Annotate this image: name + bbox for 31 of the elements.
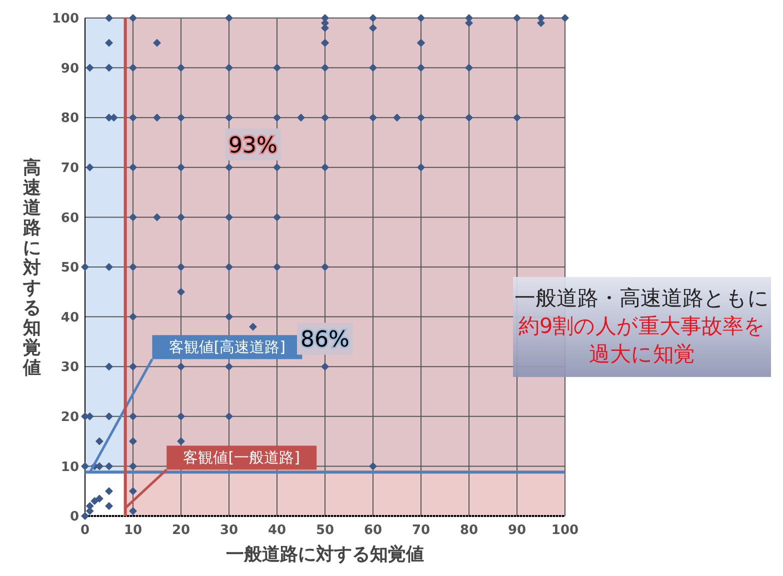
x-tick-label: 60 — [364, 523, 382, 538]
y-tick-label: 100 — [52, 12, 79, 27]
ref-line-label: 客観値[一般道路] — [183, 448, 300, 467]
x-tick-label: 20 — [172, 523, 190, 538]
y-tick-label: 90 — [60, 61, 79, 76]
x-tick-label: 80 — [460, 523, 478, 538]
text: 高速道路に対する知覚値 — [23, 157, 41, 378]
y-tick-label: 0 — [70, 510, 79, 525]
annotation: 約9割の人が重大事故率を — [518, 314, 766, 338]
x-tick-label: 40 — [268, 523, 286, 538]
ref-line-label: 客観値[高速道路] — [168, 338, 286, 356]
y-tick-label: 80 — [60, 111, 79, 126]
y-tick-label: 30 — [60, 360, 79, 376]
annotation: 86% — [300, 328, 350, 353]
y-tick-label: 10 — [60, 460, 79, 475]
y-tick-label: 60 — [60, 210, 79, 226]
x-tick-label: 90 — [508, 523, 526, 538]
x-axis-title: 一般道路に対する知覚値 — [226, 544, 424, 565]
y-tick-label: 40 — [60, 310, 79, 326]
x-tick-label: 100 — [551, 523, 579, 538]
text: 過大に知覚 — [589, 342, 695, 366]
annotation: 一般道路・高速道路ともに — [514, 286, 770, 310]
y-tick-label: 50 — [60, 260, 79, 276]
y-tick-label: 70 — [60, 160, 79, 176]
x-tick-label: 30 — [220, 523, 238, 538]
annotation: 93% — [228, 133, 278, 158]
x-tick-label: 50 — [316, 523, 334, 538]
x-tick-label: 70 — [412, 523, 430, 538]
y-tick-label: 20 — [60, 410, 79, 425]
x-tick-label: 10 — [124, 523, 142, 538]
x-tick-label: 0 — [80, 523, 90, 538]
